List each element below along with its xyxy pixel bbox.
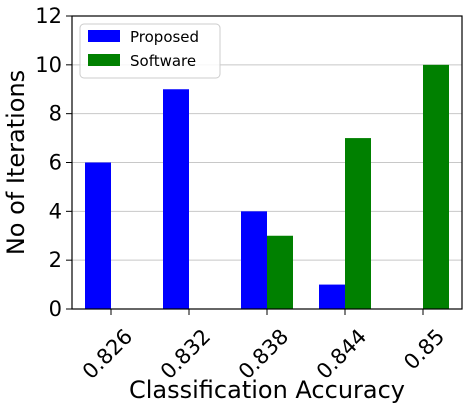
bar-software-0.85 <box>423 64 449 309</box>
y-tick-label: 12 <box>35 4 62 28</box>
y-tick-label: 0 <box>49 297 62 321</box>
legend: Proposed Software <box>79 23 221 79</box>
bar-proposed-0.838 <box>241 211 267 309</box>
bar-software-0.838 <box>267 235 293 309</box>
y-axis-title: No of Iterations <box>2 70 30 255</box>
legend-swatch-software <box>88 54 120 66</box>
legend-label-software: Software <box>130 52 196 70</box>
bar-proposed-0.832 <box>163 89 189 309</box>
y-tick-label: 6 <box>49 151 62 175</box>
x-tick-label: 0.844 <box>312 324 371 383</box>
y-tick-label: 8 <box>49 102 62 126</box>
x-tick-label: 0.826 <box>78 324 137 383</box>
bar-software-0.844 <box>345 138 371 309</box>
y-tick-label: 4 <box>49 199 62 223</box>
bars <box>85 64 449 309</box>
legend-label-proposed: Proposed <box>130 28 199 46</box>
y-axis-ticks: 0 2 4 6 8 10 12 <box>35 4 72 321</box>
bar-proposed-0.844 <box>319 284 345 309</box>
x-axis-title: Classification Accuracy <box>129 376 405 404</box>
y-tick-label: 10 <box>35 53 62 77</box>
y-tick-label: 2 <box>49 248 62 272</box>
bar-proposed-0.826 <box>85 162 111 309</box>
x-tick-label: 0.832 <box>156 324 215 383</box>
x-tick-label: 0.85 <box>399 324 449 374</box>
x-axis-ticks: 0.826 0.832 0.838 0.844 0.85 <box>78 309 449 384</box>
legend-swatch-proposed <box>88 30 120 42</box>
x-tick-label: 0.838 <box>234 324 293 383</box>
